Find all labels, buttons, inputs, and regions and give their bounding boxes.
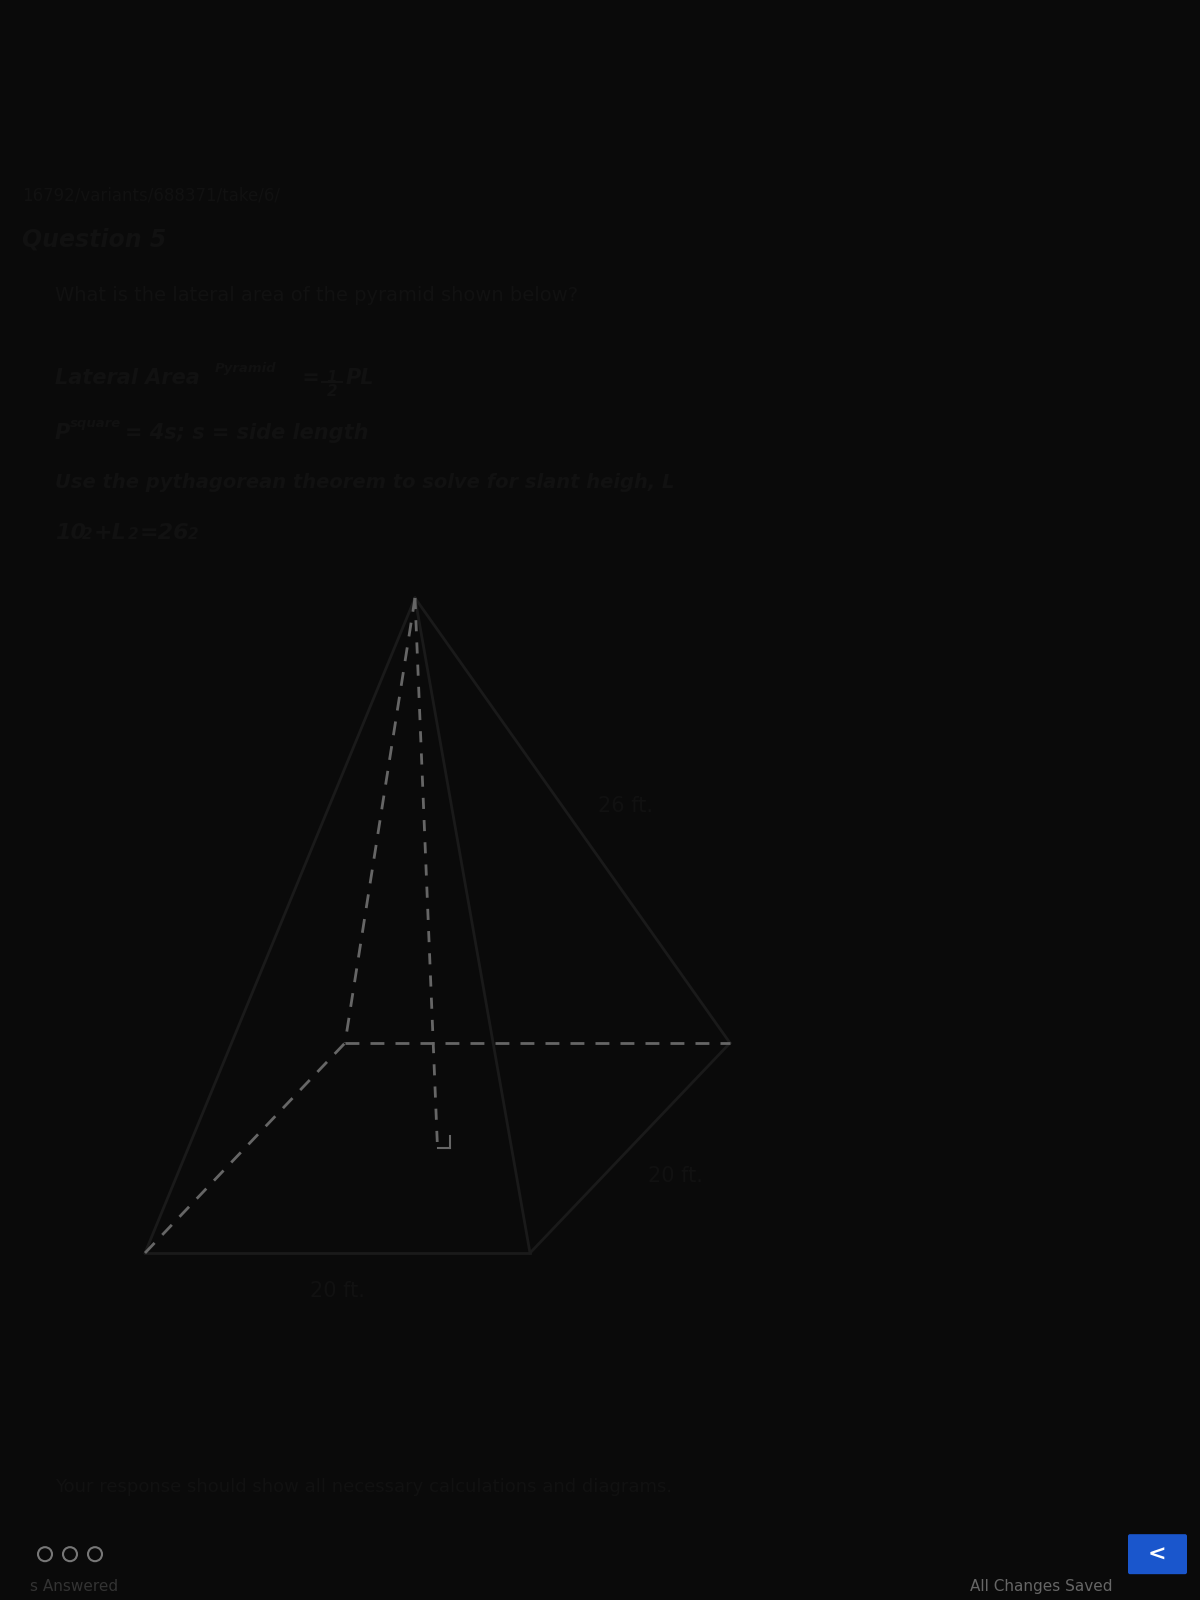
Text: Use the pythagorean theorem to solve for slant heigh, L: Use the pythagorean theorem to solve for… — [55, 474, 674, 493]
Text: 2: 2 — [188, 526, 199, 542]
Text: P: P — [55, 422, 71, 443]
Text: 2: 2 — [326, 384, 337, 398]
Text: =: = — [295, 368, 326, 387]
Text: =26: =26 — [140, 523, 190, 542]
Text: What is the lateral area of the pyramid shown below?: What is the lateral area of the pyramid … — [55, 286, 578, 306]
Text: 1: 1 — [326, 370, 337, 386]
Text: All Changes Saved: All Changes Saved — [970, 1579, 1112, 1594]
Text: = 4s; s = side length: = 4s; s = side length — [125, 422, 368, 443]
Text: 16792/variants/688371/take/6/: 16792/variants/688371/take/6/ — [22, 186, 280, 203]
Text: Pyramid: Pyramid — [215, 362, 277, 374]
Text: PL: PL — [346, 368, 374, 387]
Text: s Answered: s Answered — [30, 1579, 118, 1594]
Text: Your response should show all necessary calculations and diagrams.: Your response should show all necessary … — [55, 1478, 672, 1496]
Text: 10: 10 — [55, 523, 86, 542]
Text: 26 ft.: 26 ft. — [598, 795, 653, 816]
Text: Lateral Area: Lateral Area — [55, 368, 200, 387]
Text: +L: +L — [94, 523, 127, 542]
FancyBboxPatch shape — [1128, 1534, 1187, 1574]
Text: 2: 2 — [82, 526, 92, 542]
Text: 20 ft.: 20 ft. — [648, 1166, 703, 1186]
Text: 2: 2 — [128, 526, 139, 542]
Text: square: square — [70, 418, 121, 430]
Text: Question 5: Question 5 — [22, 227, 167, 251]
Text: <: < — [1147, 1544, 1166, 1565]
Text: 20 ft.: 20 ft. — [310, 1282, 365, 1301]
